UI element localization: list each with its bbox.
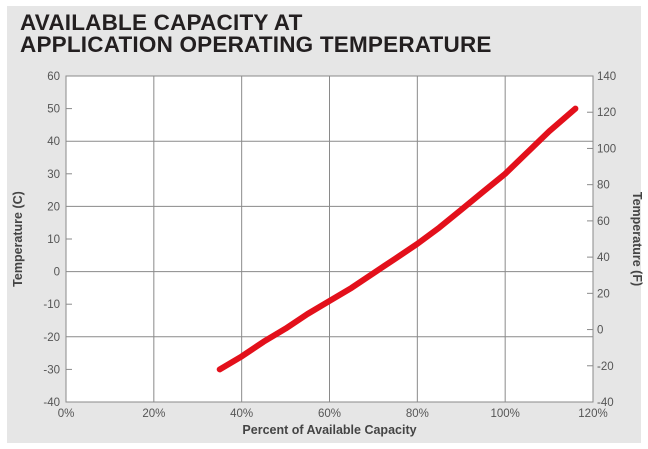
- y-left-tick-label: 50: [47, 104, 60, 116]
- y-left-tick-label: 10: [47, 234, 60, 246]
- y-right-tick-label: 40: [597, 252, 610, 264]
- y-right-tick-label: 140: [597, 71, 616, 83]
- y-left-tick-label: 30: [47, 169, 60, 181]
- y-right-tick-label: 100: [597, 143, 616, 155]
- y-right-tick-label: -20: [597, 361, 614, 373]
- chart-title: AVAILABLE CAPACITY AT APPLICATION OPERAT…: [20, 10, 492, 57]
- plot-frame: [65, 75, 594, 403]
- x-tick-label: 20%: [142, 408, 165, 420]
- x-tick-label: 80%: [406, 408, 429, 420]
- x-tick-label: 120%: [578, 408, 607, 420]
- y-left-tick-label: 0: [54, 267, 60, 279]
- y-right-tick-label: 120: [597, 107, 616, 119]
- chart-title-line-1: AVAILABLE CAPACITY AT: [20, 10, 303, 35]
- y-left-tick-label: -20: [43, 332, 60, 344]
- y-right-axis-title: Temperature (F): [630, 192, 644, 286]
- x-tick-label: 40%: [230, 408, 253, 420]
- y-right-tick-label: 60: [597, 216, 610, 228]
- y-left-axis-title: Temperature (C): [11, 191, 25, 287]
- y-left-tick-label: 40: [47, 136, 60, 148]
- y-left-tick-label: -10: [43, 299, 60, 311]
- y-left-tick-label: -40: [43, 397, 60, 409]
- y-right-tick-label: 0: [597, 325, 603, 337]
- x-tick-label: 100%: [490, 408, 519, 420]
- y-right-tick-label: -40: [597, 397, 614, 409]
- y-right-tick-label: 20: [597, 288, 610, 300]
- y-left-tick-label: -30: [43, 364, 60, 376]
- x-axis-title: Percent of Available Capacity: [242, 423, 416, 437]
- y-right-tick-label: 80: [597, 180, 610, 192]
- y-left-tick-label: 20: [47, 201, 60, 213]
- x-tick-label: 0%: [58, 408, 75, 420]
- x-tick-label: 60%: [318, 408, 341, 420]
- series-line: [216, 105, 579, 373]
- y-left-tick-label: 60: [47, 71, 60, 83]
- chart-title-line-2: APPLICATION OPERATING TEMPERATURE: [20, 32, 492, 57]
